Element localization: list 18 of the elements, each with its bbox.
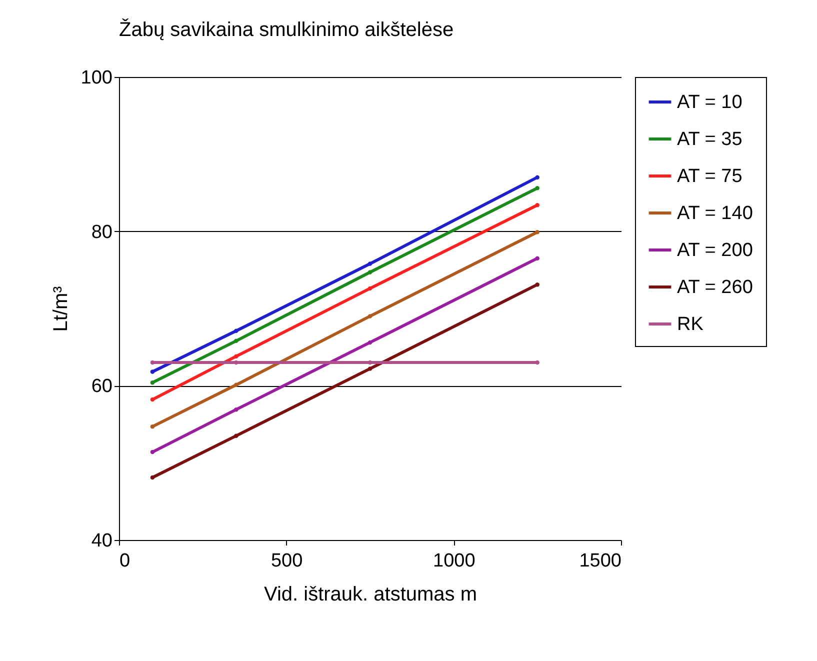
x-tick-label: 500 [270,550,303,572]
x-axis-title: Vid. ištrauk. atstumas m [264,584,478,606]
y-tick-label: 80 [91,222,112,243]
legend-label: AT = 10 [677,92,742,113]
y-tick-label: 60 [91,376,112,398]
y-axis-title: Lt/m³ [50,286,72,332]
legend-label: AT = 35 [677,129,742,150]
y-tick-label: 100 [80,68,112,88]
legend-label: RK [677,314,704,335]
chart-title: Žabų savikaina smulkinimo aikštelėse [119,18,454,41]
legend-label: AT = 260 [677,277,753,298]
legend-label: AT = 140 [677,203,753,224]
x-tick-label: 0 [120,550,130,572]
legend-label: AT = 75 [677,166,742,187]
y-tick-label: 40 [91,530,112,552]
x-tick-label: 1500 [579,550,622,572]
x-tick-label: 1000 [433,550,476,572]
legend-label: AT = 200 [677,240,753,261]
